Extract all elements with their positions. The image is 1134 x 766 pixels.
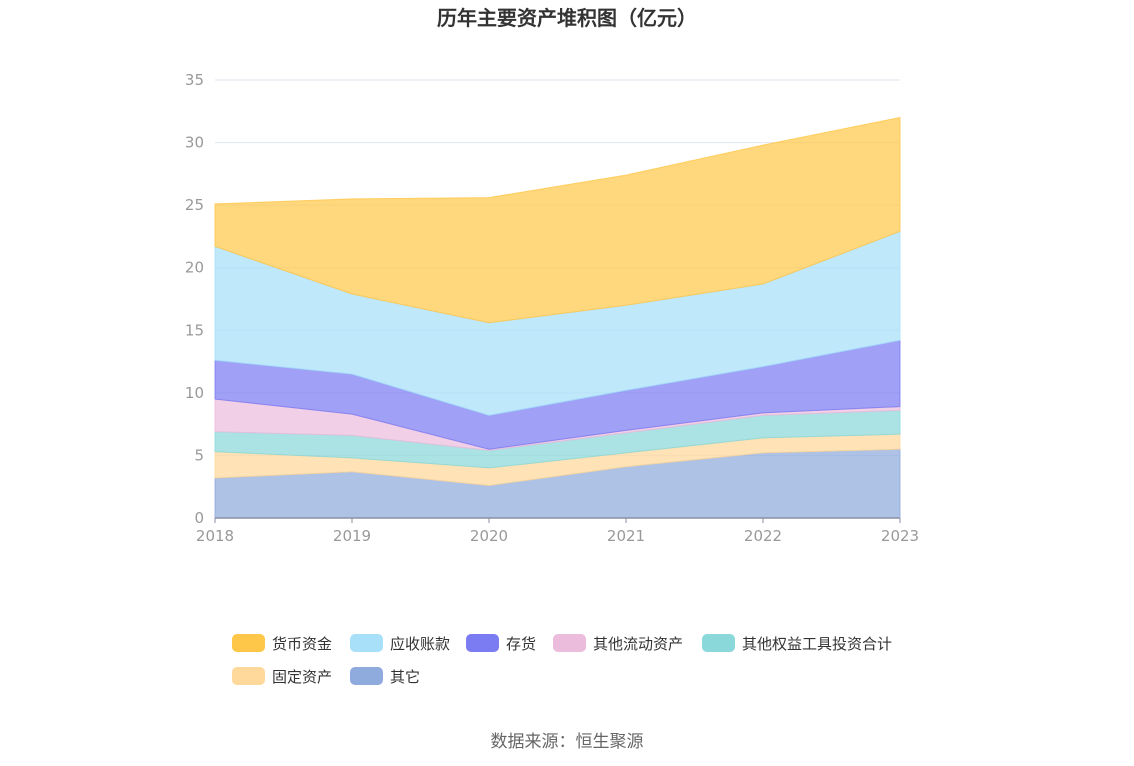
x-tick-label: 2023 bbox=[881, 527, 919, 545]
chart-title: 历年主要资产堆积图（亿元） bbox=[437, 6, 697, 30]
legend-swatch bbox=[466, 634, 499, 652]
legend-label: 其它 bbox=[390, 668, 420, 686]
legend-item[interactable]: 货币资金 bbox=[232, 634, 332, 653]
legend-item[interactable]: 应收账款 bbox=[350, 634, 450, 653]
data-source-note: 数据来源：恒生聚源 bbox=[491, 732, 644, 752]
y-tick-label: 30 bbox=[185, 134, 204, 152]
x-tick-label: 2022 bbox=[744, 527, 782, 545]
area-series bbox=[214, 116, 901, 519]
y-tick-label: 25 bbox=[185, 196, 204, 214]
x-tick-label: 2018 bbox=[196, 527, 234, 545]
legend-label: 货币资金 bbox=[272, 635, 332, 653]
legend-swatch bbox=[702, 634, 735, 652]
legend-label: 其他流动资产 bbox=[593, 635, 683, 653]
legend-swatch bbox=[232, 634, 265, 652]
y-tick-label: 5 bbox=[194, 446, 204, 464]
legend-label: 存货 bbox=[506, 635, 536, 653]
x-tick-label: 2021 bbox=[607, 527, 645, 545]
x-tick-label: 2019 bbox=[333, 527, 371, 545]
legend-swatch bbox=[350, 667, 383, 685]
y-tick-label: 15 bbox=[185, 321, 204, 339]
legend-item[interactable]: 其它 bbox=[350, 667, 420, 686]
legend-swatch bbox=[553, 634, 586, 652]
y-tick-label: 35 bbox=[185, 71, 204, 89]
legend-label: 其他权益工具投资合计 bbox=[742, 635, 892, 653]
axes: 2018 2019 2020 2021 2022 2023 bbox=[196, 517, 919, 545]
legend-item[interactable]: 固定资产 bbox=[232, 667, 332, 686]
legend-label: 固定资产 bbox=[272, 668, 332, 686]
legend-item[interactable]: 存货 bbox=[466, 634, 536, 653]
y-tick-label: 20 bbox=[185, 259, 204, 277]
legend-swatch bbox=[232, 667, 265, 685]
y-tick-label: 0 bbox=[194, 509, 204, 527]
x-tick-label: 2020 bbox=[470, 527, 508, 545]
area-series-6 bbox=[214, 116, 901, 324]
legend-label: 应收账款 bbox=[390, 635, 450, 653]
y-tick-label: 10 bbox=[185, 384, 204, 402]
legend-item[interactable]: 其他流动资产 bbox=[553, 634, 683, 653]
legend-swatch bbox=[350, 634, 383, 652]
legend-item[interactable]: 其他权益工具投资合计 bbox=[702, 634, 892, 653]
